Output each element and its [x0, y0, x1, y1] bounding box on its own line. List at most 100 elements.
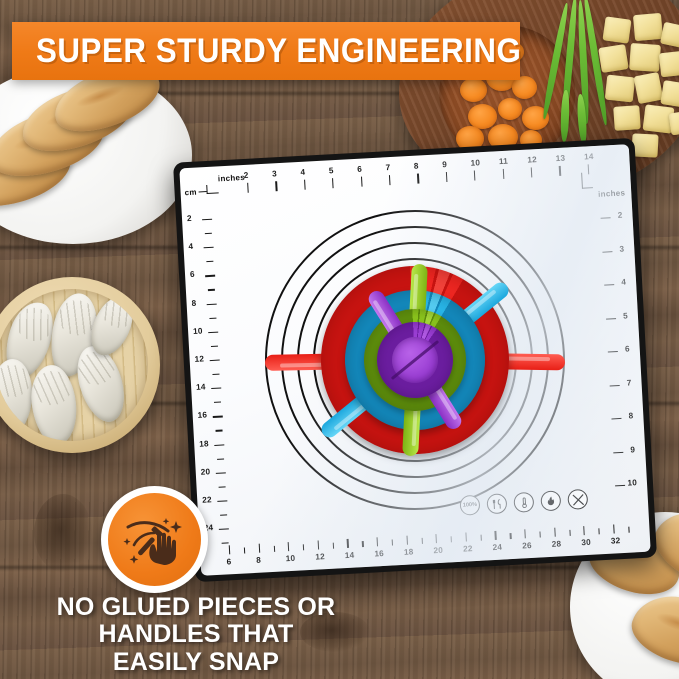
mat-tick-label-top: 4 — [300, 167, 306, 177]
mat-tick-left-minor — [218, 486, 226, 488]
mat-tick-bottom — [376, 537, 379, 547]
mat-label-inches-top: inches — [217, 172, 246, 184]
mat-tick-label-left: 8 — [191, 298, 197, 308]
mat-tick-left-minor — [207, 289, 215, 291]
mat-tick-top — [275, 181, 278, 192]
mat-tick-label-left: 12 — [194, 354, 205, 364]
mat-tick-left-minor — [221, 542, 229, 545]
mat-tick-bottom — [346, 538, 349, 548]
mat-tick-right — [604, 284, 615, 286]
mat-tick-left — [202, 218, 213, 221]
mat-tick-label-top: 3 — [271, 169, 278, 179]
cert-label-100: 100% — [462, 501, 478, 509]
mat-tick-bottom — [553, 527, 556, 537]
mat-tick-label-left: 14 — [195, 382, 206, 393]
mat-tick-top — [502, 168, 505, 179]
mat-tick-bottom-minor — [509, 533, 512, 540]
mat-tick-bottom — [228, 545, 231, 555]
mat-tick-top — [559, 165, 561, 176]
mat-tick-label-right: 9 — [630, 444, 636, 454]
mat-tick-label-left: 6 — [189, 270, 196, 280]
mat-tick-label-right: 7 — [626, 377, 632, 388]
mat-tick-right — [615, 484, 626, 487]
mat-tick-bottom-minor — [273, 545, 275, 552]
mat-tick-label-right: 4 — [621, 277, 627, 287]
mat-tick-label-right: 5 — [622, 310, 629, 321]
mat-tick-left-minor — [206, 260, 214, 263]
steamer-basket-interior — [0, 289, 148, 441]
mat-tick-left-minor — [212, 373, 220, 376]
mat-tick-label-top: 12 — [527, 155, 538, 165]
food-safe-icon — [486, 493, 508, 515]
caption-line-1: NO GLUED PIECES OR — [56, 593, 336, 621]
silicone-pastry-mat[interactable]: inches cm 2 3 4 5 6 7 8 9 10 11 12 13 14 2 4 6 8 10 12 14 1… — [172, 137, 658, 583]
mat-tick-label-right: 2 — [617, 210, 623, 220]
mat-tick-label-bottom: 32 — [610, 536, 621, 546]
mat-tick-bottom-minor — [362, 541, 364, 548]
mat-tick-label-bottom: 12 — [315, 552, 326, 562]
no-sharp-knife-icon — [567, 488, 589, 510]
mat-tick-label-bottom: 6 — [226, 557, 232, 567]
mat-tick-label-bottom: 18 — [403, 547, 414, 557]
mat-tick-left — [218, 528, 229, 531]
mat-tick-bottom — [465, 532, 467, 542]
mat-tick-left — [208, 331, 219, 334]
mat-tick-label-top: 14 — [583, 152, 594, 162]
headline-text: SUPER STURDY ENGINEERING — [36, 31, 522, 70]
mat-tick-left-minor — [210, 345, 218, 347]
mat-tick-label-top: 13 — [555, 153, 566, 164]
mat-tick-left — [212, 415, 223, 418]
mat-tick-right — [600, 217, 611, 220]
mat-tick-label-left: 4 — [188, 242, 194, 252]
mat-tick-left-minor — [215, 429, 223, 432]
mat-tick-label-left: 2 — [186, 213, 193, 224]
mat-tick-bottom — [258, 543, 261, 553]
mat-tick-top — [332, 178, 335, 189]
mat-tick-left — [215, 472, 226, 475]
mat-tick-top — [388, 175, 391, 186]
mat-tick-left-minor — [209, 317, 217, 319]
mat-tick-bottom-minor — [480, 534, 482, 541]
mat-tick-bottom — [494, 530, 497, 540]
mat-tick-bottom-minor — [243, 547, 246, 554]
mat-tick-bottom-minor — [569, 529, 571, 536]
mat-tick-bottom — [612, 524, 615, 534]
mat-tick-label-right: 6 — [624, 344, 630, 354]
mat-tick-right — [606, 317, 617, 320]
mat-tick-label-top: 9 — [442, 159, 448, 170]
mat-tick-label-bottom: 24 — [492, 542, 503, 553]
mat-tick-top — [417, 173, 420, 184]
mat-tick-label-bottom: 14 — [344, 550, 355, 561]
mat-tick-left-minor — [213, 401, 222, 404]
mat-tick-bottom — [317, 540, 320, 550]
mat-tick-label-bottom: 16 — [374, 548, 385, 559]
caption-line-3: EASILY SNAP — [112, 647, 280, 676]
mat-tick-label-bottom: 10 — [285, 553, 296, 564]
mat-tick-left — [205, 275, 216, 277]
mat-tick-label-left: 20 — [200, 467, 211, 477]
badge-inner-circle — [108, 493, 201, 586]
mat-tick-label-bottom: 28 — [551, 539, 562, 549]
mat-tick-label-bottom: 30 — [581, 537, 592, 548]
mat-tick-top — [474, 170, 476, 181]
mat-tick-top — [445, 171, 448, 183]
mat-tick-left — [206, 303, 217, 306]
mat-tick-bottom-minor — [421, 537, 423, 544]
mat-tick-top — [530, 167, 533, 178]
mat-tick-left-minor — [220, 514, 228, 516]
mat-tick-left — [203, 246, 214, 249]
mat-tick-label-bottom: 26 — [521, 540, 532, 551]
caption-line-2: HANDLES THAT — [98, 620, 294, 649]
feature-caption: NO GLUED PIECES OR HANDLES THAT EASILY S… — [0, 593, 392, 676]
mat-tick-label-top: 7 — [385, 163, 391, 173]
mat-tick-left — [217, 500, 228, 503]
baked-empanadas-group — [0, 54, 192, 244]
mat-tick-label-top: 8 — [413, 161, 419, 171]
mat-tick-bottom-minor — [302, 544, 305, 551]
mat-tick-top — [303, 179, 306, 190]
mat-tick-label-left: 18 — [198, 438, 209, 449]
mat-tick-right — [609, 384, 620, 387]
mat-label-cm-top: cm — [184, 187, 198, 198]
mat-tick-bottom-minor — [598, 528, 601, 535]
